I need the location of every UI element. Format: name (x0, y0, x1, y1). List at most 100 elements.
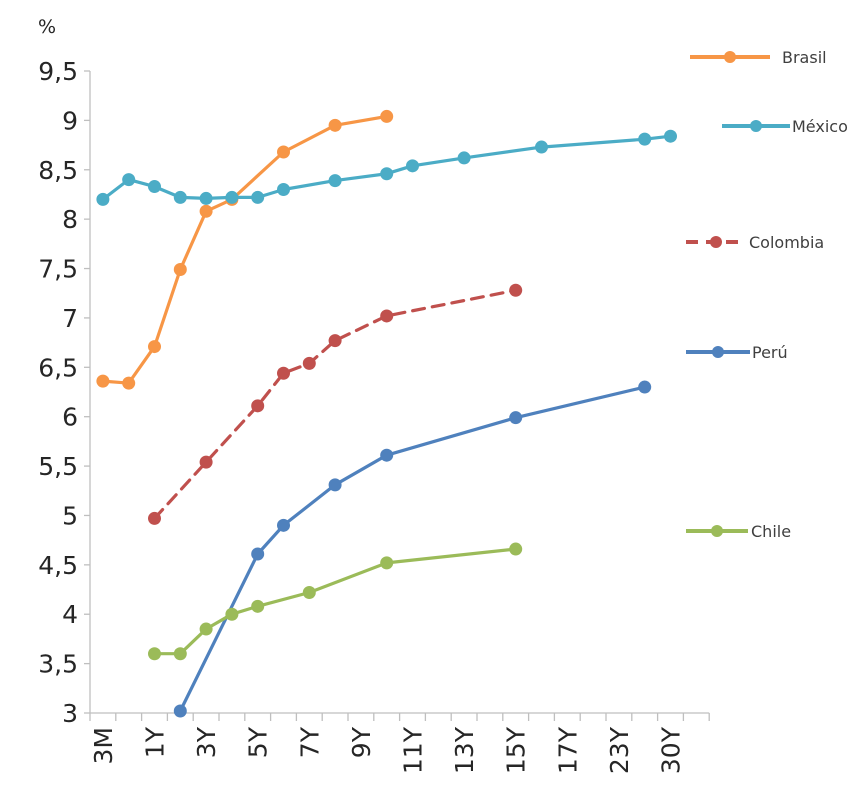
legend-swatch-marker (712, 346, 724, 358)
y-tick-label: 7,5 (38, 255, 78, 284)
x-tick-label: 23Y (605, 726, 634, 774)
legend-item-peru: Perú (686, 343, 788, 362)
data-point-mexico (380, 167, 394, 181)
legend-item-brasil: Brasil (690, 48, 827, 67)
data-point-colombia (380, 309, 394, 323)
legend-label: Brasil (782, 48, 827, 67)
y-axis-unit-label: % (38, 16, 56, 38)
data-point-mexico (638, 132, 652, 146)
data-point-mexico (122, 173, 136, 187)
data-point-mexico (173, 190, 187, 204)
x-tick-label: 7Y (295, 726, 324, 758)
data-point-brasil (199, 204, 213, 218)
y-tick-labels: 3 3,5 4 4,5 5 5,5 6 6,5 7 7,5 8 8,5 9 9,5 (38, 57, 78, 728)
data-point-mexico (328, 174, 342, 188)
data-point-peru (638, 380, 652, 394)
y-tick-label: 3 (62, 699, 78, 728)
legend-item-mexico: México (722, 117, 848, 136)
axes-group (84, 70, 710, 721)
y-tick-label: 8 (62, 205, 78, 234)
series-group (96, 109, 677, 718)
legend-label: Perú (752, 343, 788, 362)
data-point-brasil (380, 109, 394, 123)
data-point-colombia (251, 399, 265, 413)
x-tick-label: 15Y (502, 726, 531, 774)
data-point-mexico (225, 190, 239, 204)
x-tick-label: 11Y (399, 726, 428, 774)
data-point-brasil (277, 145, 290, 159)
data-point-brasil (328, 118, 342, 132)
data-point-mexico (199, 191, 213, 205)
data-point-brasil (96, 374, 110, 388)
x-tick-label: 13Y (450, 726, 479, 774)
y-tick-label: 9,5 (38, 57, 78, 86)
legend-item-colombia: Colombia (686, 233, 824, 252)
x-tick-label: 17Y (553, 726, 582, 774)
series-brasil (96, 109, 394, 390)
data-point-mexico (406, 159, 419, 173)
x-tick-label: 1Y (141, 726, 170, 758)
y-tick-label: 3,5 (38, 650, 78, 679)
data-point-mexico (96, 192, 110, 206)
series-peru (173, 380, 652, 718)
series-mexico (96, 129, 677, 206)
x-tick-label: 3Y (192, 726, 221, 758)
x-tick-label: 30Y (657, 726, 686, 774)
y-tick-label: 4,5 (38, 551, 78, 580)
data-point-colombia (277, 366, 290, 380)
legend-label: México (792, 117, 848, 136)
data-point-peru (277, 518, 290, 532)
data-point-colombia (148, 511, 161, 525)
legend-swatch-marker (710, 236, 722, 248)
x-tick-labels: 3M 1Y 3Y 5Y 7Y 9Y 11Y 13Y 15Y 17Y 23Y 30Y (89, 726, 686, 774)
data-point-mexico (535, 140, 548, 154)
y-tick-label: 4 (62, 600, 78, 629)
legend-swatch-marker (711, 525, 723, 537)
data-point-peru (328, 478, 342, 492)
data-point-colombia (509, 283, 523, 297)
legend-swatch-marker (750, 120, 762, 132)
legend-label: Chile (751, 522, 791, 541)
data-point-colombia (328, 334, 342, 348)
legend-item-chile: Chile (686, 522, 791, 541)
data-point-colombia (302, 356, 316, 370)
legend: Brasil México Colombia Perú Chile (686, 48, 848, 541)
data-point-chile (302, 586, 316, 600)
data-point-chile (148, 647, 161, 661)
series-line-peru (178, 385, 647, 713)
data-point-peru (380, 448, 394, 462)
data-point-brasil (122, 376, 136, 390)
data-point-chile (509, 542, 523, 556)
data-point-brasil (148, 340, 161, 354)
data-point-brasil (173, 263, 187, 277)
y-tick-label: 6 (62, 403, 78, 432)
data-point-chile (251, 599, 265, 613)
data-point-chile (199, 622, 213, 636)
data-point-mexico (148, 180, 161, 194)
series-colombia (148, 283, 523, 525)
data-point-chile (380, 556, 394, 570)
data-point-mexico (251, 190, 265, 204)
y-tick-label: 7 (62, 304, 78, 333)
y-tick-label: 8,5 (38, 156, 78, 185)
series-line-colombia (152, 288, 518, 521)
series-line-brasil (101, 114, 389, 385)
y-tick-label: 6,5 (38, 353, 78, 382)
data-point-mexico (277, 183, 290, 197)
y-tick-label: 9 (62, 106, 78, 135)
y-tick-label: 5,5 (38, 452, 78, 481)
x-tick-label: 5Y (244, 726, 273, 758)
x-tick-label: 9Y (347, 726, 376, 758)
data-point-mexico (664, 129, 677, 143)
data-point-mexico (457, 151, 471, 165)
legend-swatch-marker (724, 51, 736, 63)
data-point-chile (225, 607, 239, 621)
x-tick-label: 3M (89, 727, 118, 764)
series-chile (148, 542, 523, 661)
data-point-chile (173, 647, 187, 661)
data-point-colombia (199, 455, 213, 469)
data-point-peru (173, 704, 187, 718)
y-tick-label: 5 (62, 501, 78, 530)
series-line-chile (152, 547, 518, 656)
